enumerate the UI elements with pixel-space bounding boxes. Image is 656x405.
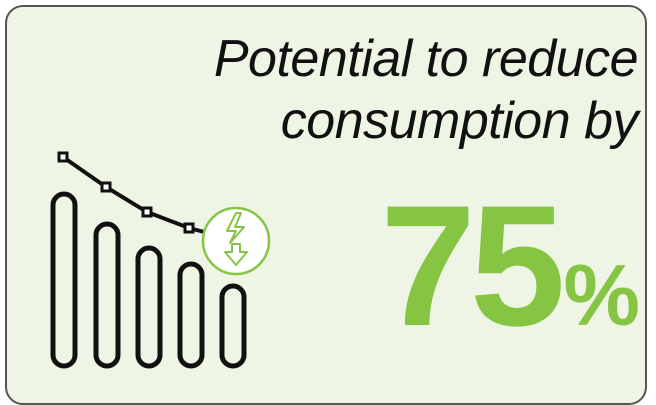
headline: Potential to reduce consumption by [178, 28, 639, 152]
reduction-percentage: 75% [380, 180, 640, 352]
percentage-value: 75 [380, 170, 565, 362]
bar-4 [177, 261, 205, 369]
bar-2 [93, 221, 121, 369]
trend-marker [57, 151, 69, 163]
trend-line [61, 155, 213, 236]
trend-marker [141, 206, 153, 218]
bar-1 [50, 191, 78, 369]
trend-marker [100, 181, 112, 193]
bar-5 [219, 283, 247, 369]
consumption-card [5, 5, 647, 405]
trend-marker [183, 222, 195, 234]
headline-line-2: consumption by [280, 92, 639, 150]
energy-down-icon [201, 206, 271, 276]
bar-3 [135, 245, 163, 369]
headline-line-1: Potential to reduce [213, 30, 639, 88]
percent-sign: % [563, 248, 640, 344]
declining-consumption-graphic [50, 151, 271, 369]
